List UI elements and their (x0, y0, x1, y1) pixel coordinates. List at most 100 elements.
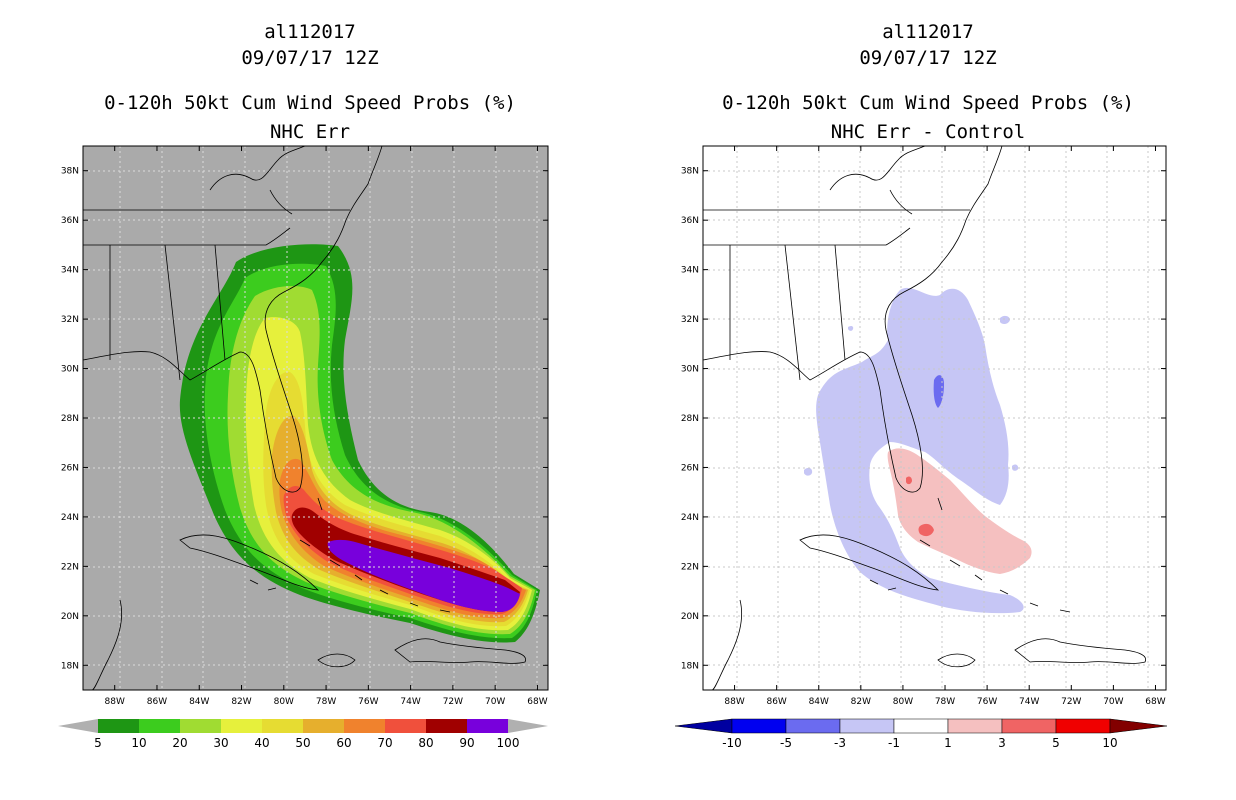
colorbar-swatch (1055, 718, 1111, 734)
colorbar-swatch (98, 719, 139, 733)
colorbar-swatch (262, 719, 303, 733)
colorbar-label: 30 (213, 736, 228, 750)
lat-tick-label: 34N (681, 266, 699, 276)
colorbar-label: 5 (94, 736, 102, 750)
lon-tick-label: 68W (1145, 697, 1165, 707)
colorbar-over-triangle (1109, 718, 1168, 734)
left-colorbar: 5 10 20 30 40 50 60 70 80 90 100 (58, 719, 548, 750)
lon-tick-label: 84W (809, 697, 829, 707)
lon-tick-label: 72W (1061, 697, 1081, 707)
right-coastlines (703, 146, 1147, 690)
diff-negative-1-spot-a (1000, 315, 1010, 325)
right-title-experiment: NHC Err - Control (831, 121, 1025, 143)
lat-tick-label: 34N (61, 266, 79, 276)
left-coastlines (83, 146, 527, 690)
colorbar-swatch (139, 719, 180, 733)
right-axis-ticks: 88W 86W 84W 82W 80W 78W 76W 74W 72W 70W 68W 18N 20N 2… (681, 146, 1166, 707)
left-panel: al112017 09/07/17 12Z 0-120h 50kt Cum Wi… (58, 21, 549, 750)
colorbar-label: -10 (722, 736, 742, 750)
colorbar-swatch (731, 718, 787, 734)
lon-tick-label: 84W (189, 697, 209, 707)
lat-tick-label: 36N (681, 216, 699, 226)
lat-tick-label: 32N (681, 315, 699, 325)
lon-tick-label: 76W (358, 697, 378, 707)
colorbar-swatch (385, 719, 426, 733)
lon-tick-label: 80W (274, 697, 294, 707)
lon-tick-label: 78W (935, 697, 955, 707)
lon-tick-label: 86W (147, 697, 167, 707)
lat-tick-label: 28N (681, 414, 699, 424)
left-title-product: 0-120h 50kt Cum Wind Speed Probs (%) (104, 92, 516, 114)
diff-negative-1-region (816, 287, 1024, 614)
right-grid (703, 146, 1166, 690)
lon-tick-label: 68W (527, 697, 547, 707)
lat-tick-label: 26N (681, 463, 699, 473)
colorbar-under-triangle (58, 719, 98, 733)
diff-positive-3-region (918, 523, 934, 537)
diff-negative-1-spot-b (1012, 464, 1019, 471)
lat-tick-label: 32N (61, 315, 79, 325)
lat-tick-label: 30N (681, 365, 699, 375)
lon-tick-label: 70W (485, 697, 505, 707)
colorbar-label: 60 (336, 736, 351, 750)
lat-tick-label: 24N (61, 513, 79, 523)
left-axis-ticks: 88W 86W 84W 82W 80W 78W 76W 74W 72W 70W 68W 18N 20N 2… (61, 146, 548, 707)
colorbar-swatch (180, 719, 221, 733)
colorbar-swatch (426, 719, 467, 733)
colorbar-over-triangle (508, 719, 548, 733)
lat-tick-label: 24N (681, 513, 699, 523)
colorbar-label: 10 (1102, 736, 1117, 750)
lat-tick-label: 22N (681, 562, 699, 572)
right-colorbar: -10 -5 -3 -1 1 3 5 10 (674, 718, 1168, 750)
lat-tick-label: 38N (61, 167, 79, 177)
colorbar-swatch (839, 718, 895, 734)
lon-tick-label: 72W (443, 697, 463, 707)
colorbar-label: 40 (254, 736, 269, 750)
lat-tick-label: 38N (681, 167, 699, 177)
colorbar-swatch (303, 719, 344, 733)
lon-tick-label: 74W (400, 697, 420, 707)
colorbar-label: 20 (172, 736, 187, 750)
colorbar-label: 50 (295, 736, 310, 750)
left-title-date: 09/07/17 12Z (241, 47, 378, 69)
colorbar-label: -3 (834, 736, 846, 750)
lon-tick-label: 86W (766, 697, 786, 707)
lon-tick-label: 88W (724, 697, 744, 707)
colorbar-swatch (1001, 718, 1057, 734)
diff-negative-3-region (933, 375, 944, 408)
colorbar-under-triangle (674, 718, 733, 734)
colorbar-label: -1 (888, 736, 900, 750)
colorbar-swatch (221, 719, 262, 733)
lat-tick-label: 20N (681, 612, 699, 622)
left-grid (83, 146, 548, 690)
left-title-experiment: NHC Err (270, 121, 350, 143)
colorbar-label: 10 (131, 736, 146, 750)
lon-tick-label: 78W (316, 697, 336, 707)
lon-tick-label: 70W (1103, 697, 1123, 707)
right-title-product: 0-120h 50kt Cum Wind Speed Probs (%) (722, 92, 1134, 114)
contour-90pct (327, 539, 520, 612)
lon-tick-label: 76W (977, 697, 997, 707)
lon-tick-label: 80W (893, 697, 913, 707)
diff-negative-1-spot-c (804, 467, 813, 476)
diff-positive-3-spot (906, 476, 912, 485)
colorbar-label: 3 (998, 736, 1006, 750)
colorbar-label: 100 (497, 736, 520, 750)
lat-tick-label: 18N (681, 661, 699, 671)
right-title-date: 09/07/17 12Z (859, 47, 996, 69)
lon-tick-label: 88W (105, 697, 125, 707)
colorbar-swatch (893, 718, 949, 734)
diff-negative-1-spot-d (848, 325, 854, 331)
left-title-storm: al112017 (264, 21, 356, 43)
lat-tick-label: 28N (61, 414, 79, 424)
colorbar-label: 5 (1052, 736, 1060, 750)
colorbar-swatch (785, 718, 841, 734)
lat-tick-label: 36N (61, 216, 79, 226)
right-title-storm: al112017 (882, 21, 974, 43)
lat-tick-label: 26N (61, 463, 79, 473)
lat-tick-label: 22N (61, 562, 79, 572)
colorbar-swatch (467, 719, 508, 733)
right-panel: al112017 09/07/17 12Z 0-120h 50kt Cum Wi… (674, 21, 1168, 750)
colorbar-label: 80 (418, 736, 433, 750)
colorbar-label: 1 (944, 736, 952, 750)
